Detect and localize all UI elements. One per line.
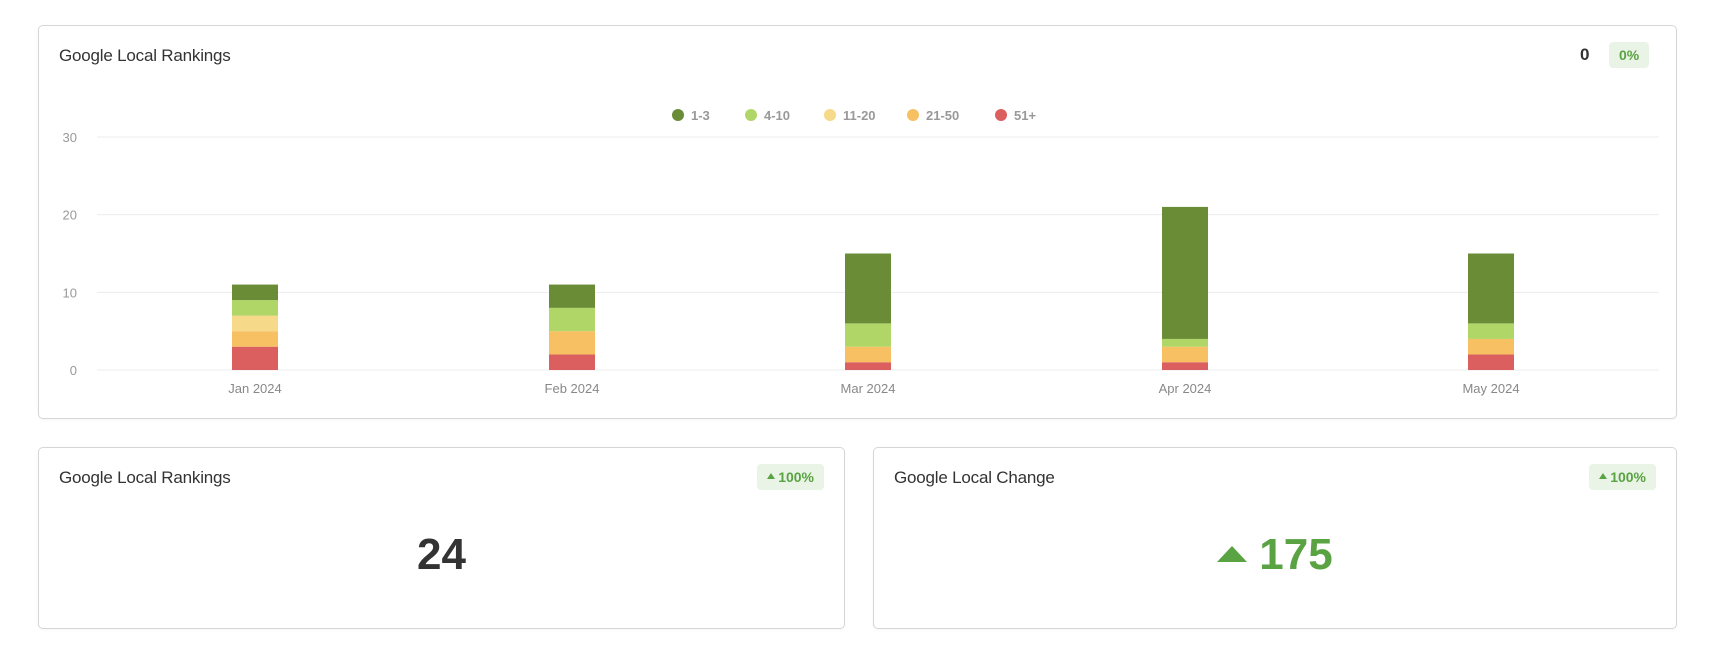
- legend-swatch: [995, 109, 1007, 121]
- stacked-bar-chart: 0 10 20 30 Jan 2024 Feb 2024 Mar 2024 Apr 2024 M…: [63, 108, 1659, 396]
- x-tick-label: Jan 2024: [228, 381, 282, 396]
- bar-segment: [232, 300, 278, 316]
- bar-segment: [232, 331, 278, 347]
- change-value-row: 175: [874, 530, 1676, 580]
- legend-swatch: [745, 109, 757, 121]
- bar-segment: [232, 315, 278, 332]
- bar-segment: [549, 284, 595, 308]
- x-tick-label: Apr 2024: [1159, 381, 1212, 396]
- bar-segment: [1162, 206, 1208, 339]
- change-card-title: Google Local Change: [894, 468, 1055, 487]
- legend-label: 21-50: [926, 108, 959, 123]
- bar-segment: [845, 346, 891, 363]
- legend-label: 4-10: [764, 108, 790, 123]
- y-tick-label: 0: [70, 363, 77, 378]
- chart-header-value: 0: [1580, 45, 1590, 64]
- legend-swatch: [824, 109, 836, 121]
- chart-header-badge-label: 0%: [1619, 47, 1640, 63]
- x-tick-label: Mar 2024: [841, 381, 896, 396]
- bar-segment: [1468, 354, 1514, 370]
- bar-segment: [845, 253, 891, 324]
- rankings-summary-card: Google Local Rankings 100% 24: [38, 447, 845, 629]
- bar-segment: [232, 284, 278, 301]
- legend-swatch: [672, 109, 684, 121]
- bar-segment: [845, 323, 891, 347]
- bar-segment: [845, 362, 891, 370]
- x-tick-label: May 2024: [1462, 381, 1519, 396]
- caret-up-icon: [1599, 473, 1608, 479]
- bar-segment: [232, 346, 278, 370]
- x-tick-label: Feb 2024: [545, 381, 600, 396]
- chart-header-badge: 0%: [1609, 42, 1650, 68]
- rankings-change-badge: 100%: [757, 464, 824, 490]
- change-percent-badge: 100%: [1589, 464, 1656, 490]
- rankings-chart-card: Google Local Rankings 0 0% 0 10 20 30 Jan 20…: [38, 25, 1677, 419]
- y-tick-label: 10: [63, 285, 77, 300]
- change-summary-card: Google Local Change 100% 175: [873, 447, 1677, 629]
- legend-label: 51+: [1014, 108, 1036, 123]
- rankings-card-title: Google Local Rankings: [59, 468, 231, 487]
- bar-segment: [1162, 346, 1208, 363]
- bar-segment: [1162, 362, 1208, 370]
- legend-label: 11-20: [843, 108, 876, 123]
- bar-segment: [1468, 253, 1514, 324]
- bar-segment: [1162, 338, 1208, 347]
- bar-segment: [549, 307, 595, 332]
- change-badge-label: 100%: [1610, 469, 1646, 485]
- legend-label: 1-3: [691, 108, 710, 123]
- triangle-up-icon: [1217, 546, 1248, 562]
- legend-swatch: [907, 109, 919, 121]
- y-tick-label: 30: [63, 130, 77, 145]
- change-total-value: 175: [1259, 530, 1333, 579]
- bar-segment: [1468, 338, 1514, 355]
- caret-up-icon: [767, 473, 776, 479]
- rankings-badge-label: 100%: [778, 469, 814, 485]
- y-tick-label: 20: [63, 208, 77, 223]
- rankings-total-value: 24: [417, 530, 466, 579]
- bar-segment: [549, 354, 595, 370]
- bar-segment: [1468, 323, 1514, 339]
- bar-segment: [549, 331, 595, 355]
- chart-card-title: Google Local Rankings: [59, 46, 231, 65]
